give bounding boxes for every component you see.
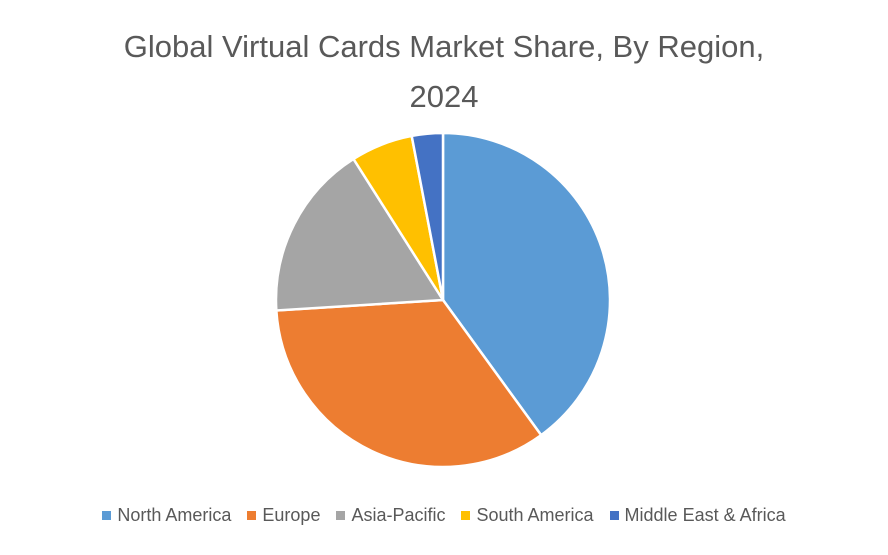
pie-slice (410, 131, 445, 301)
pie-slice (274, 157, 446, 312)
legend: North America Europe Asia-Pacific South Ame… (0, 505, 888, 526)
legend-swatch (102, 511, 112, 520)
legend-item: South America (461, 505, 594, 526)
legend-item: North America (102, 505, 231, 526)
legend-label: Middle East & Africa (624, 505, 786, 525)
legend-label: South America (476, 505, 594, 525)
legend-swatch (609, 511, 619, 520)
chart-title: Global Virtual Cards Market Share, By Re… (123, 29, 765, 114)
legend-label: Europe (262, 505, 321, 525)
legend-item: Middle East & Africa (609, 505, 786, 526)
pie-slice (441, 131, 612, 437)
legend-label: North America (117, 505, 232, 525)
pie-slice (275, 298, 543, 469)
legend-swatch (461, 511, 471, 520)
legend-label: Asia-Pacific (351, 505, 446, 525)
legend-swatch (336, 511, 346, 520)
legend-swatch (247, 511, 257, 520)
legend-item: Asia-Pacific (336, 505, 445, 526)
legend-item: Europe (247, 505, 320, 526)
